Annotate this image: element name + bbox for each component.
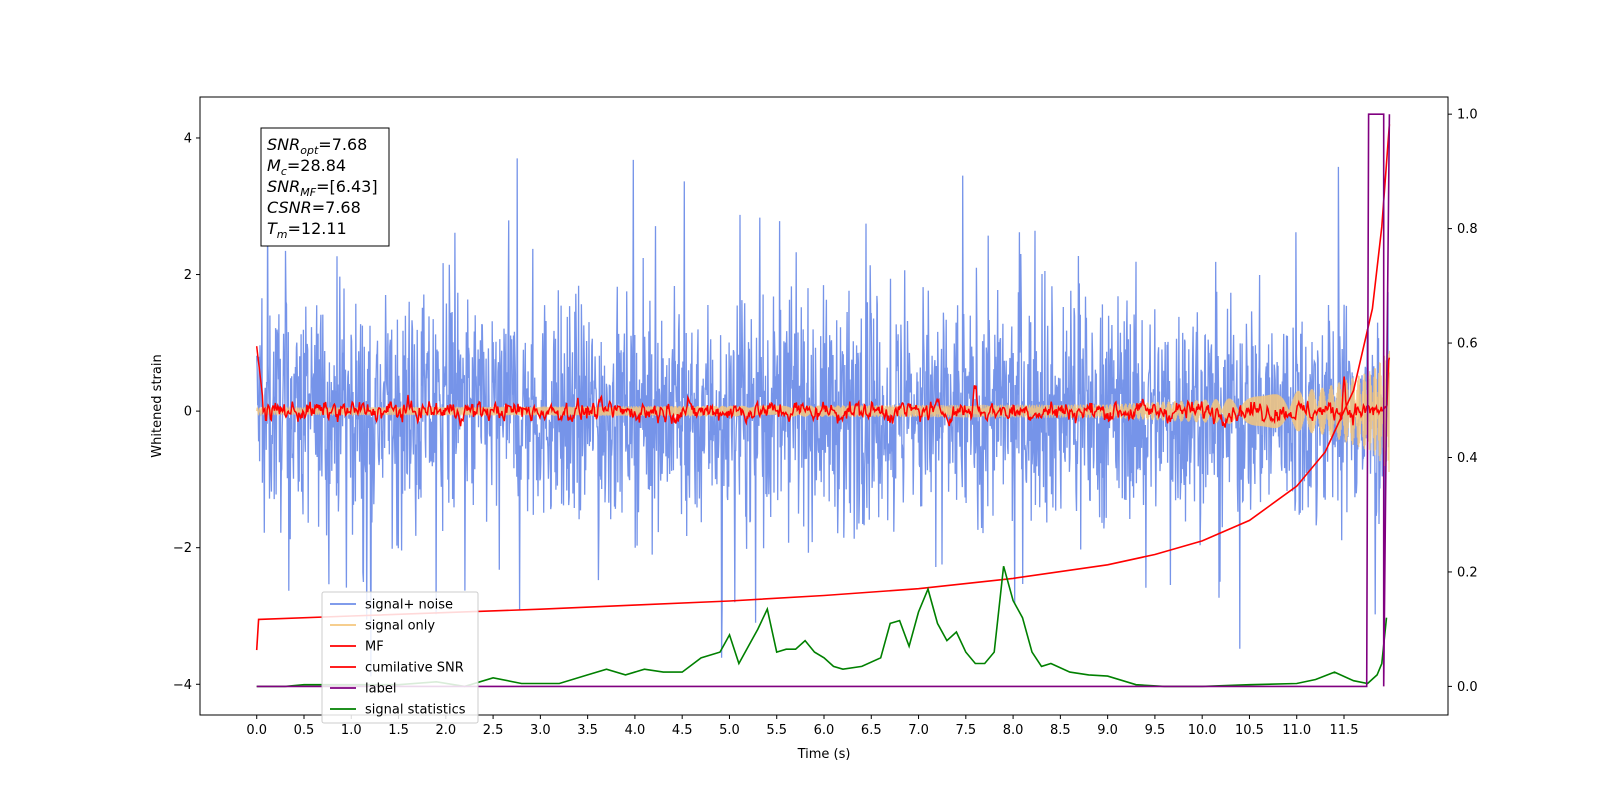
x-tick-label: 0.5 <box>294 723 315 738</box>
legend-label: cumilative SNR <box>365 661 464 676</box>
y2-tick-label: 0.4 <box>1457 451 1478 466</box>
legend-label: signal statistics <box>365 703 466 718</box>
y-tick-label: −2 <box>173 541 192 556</box>
series-mf <box>255 346 1391 428</box>
x-tick-label: 6.5 <box>861 723 882 738</box>
y2-tick-label: 0.2 <box>1457 565 1478 580</box>
series-signal-noise <box>256 158 1391 677</box>
legend-frame <box>321 591 479 724</box>
x-axis-label: Time (s) <box>797 747 851 762</box>
legend-label: MF <box>365 640 384 655</box>
x-tick-label: 2.0 <box>435 723 456 738</box>
y-tick-label: 4 <box>184 131 192 146</box>
x-tick-label: 5.0 <box>719 723 740 738</box>
y2-tick-label: 1.0 <box>1457 108 1478 123</box>
legend-label: label <box>365 682 396 697</box>
x-tick-label: 10.5 <box>1235 723 1264 738</box>
annotation-line: Mc=28.84 <box>267 156 346 178</box>
y2-tick-label: 0.6 <box>1457 337 1478 352</box>
legend-label: signal+ noise <box>365 598 453 613</box>
legend-label: signal only <box>365 619 435 634</box>
x-tick-label: 1.5 <box>388 723 409 738</box>
x-tick-label: 6.0 <box>814 723 835 738</box>
x-tick-label: 8.5 <box>1050 723 1071 738</box>
x-tick-label: 11.0 <box>1282 723 1311 738</box>
x-tick-label: 9.5 <box>1145 723 1166 738</box>
y-axis-right: 0.0 0.2 0.4 0.6 0.8 1.0 <box>1448 108 1478 695</box>
legend: signal+ noise signal only MF cumilative SNR… <box>321 591 479 724</box>
series-label <box>256 113 1391 688</box>
annotation-frame <box>260 127 390 247</box>
y-tick-label: 0 <box>184 405 192 420</box>
x-tick-label: 5.5 <box>766 723 787 738</box>
annotation-line: SNRMF=[6.43] <box>267 177 378 199</box>
x-tick-label: 9.0 <box>1097 723 1118 738</box>
annotation-line: SNRopt=7.68 <box>267 135 367 157</box>
y-tick-label: 2 <box>184 268 192 283</box>
x-tick-label: 0.0 <box>246 723 267 738</box>
x-tick-label: 4.0 <box>625 723 646 738</box>
x-tick-label: 10.0 <box>1188 723 1217 738</box>
x-tick-label: 1.0 <box>341 723 362 738</box>
x-tick-label: 11.5 <box>1330 723 1359 738</box>
x-tick-label: 2.5 <box>483 723 504 738</box>
x-tick-label: 4.5 <box>672 723 693 738</box>
y2-tick-label: 0.0 <box>1457 680 1478 695</box>
x-tick-label: 8.0 <box>1003 723 1024 738</box>
annotation-box: SNRopt=7.68Mc=28.84SNRMF=[6.43]CSNR=7.68… <box>260 127 390 247</box>
x-tick-label: 7.5 <box>955 723 976 738</box>
x-tick-label: 7.0 <box>908 723 929 738</box>
y-tick-label: −4 <box>173 678 192 693</box>
x-axis: 0.0 0.5 1.0 1.5 2.0 2.5 3.0 3.5 4.0 4.5 5.0 5.5 6.0 6… <box>246 715 1358 738</box>
x-tick-label: 3.5 <box>577 723 598 738</box>
y-axis-left: −4 −2 0 2 4 <box>173 131 200 693</box>
y2-tick-label: 0.8 <box>1457 222 1478 237</box>
series-signal-statistics <box>256 565 1388 688</box>
annotation-line: Tm=12.11 <box>267 219 347 241</box>
x-tick-label: 3.0 <box>530 723 551 738</box>
annotation-line: CSNR=7.68 <box>267 198 361 217</box>
y-axis-label: Whitened strain <box>150 354 165 457</box>
